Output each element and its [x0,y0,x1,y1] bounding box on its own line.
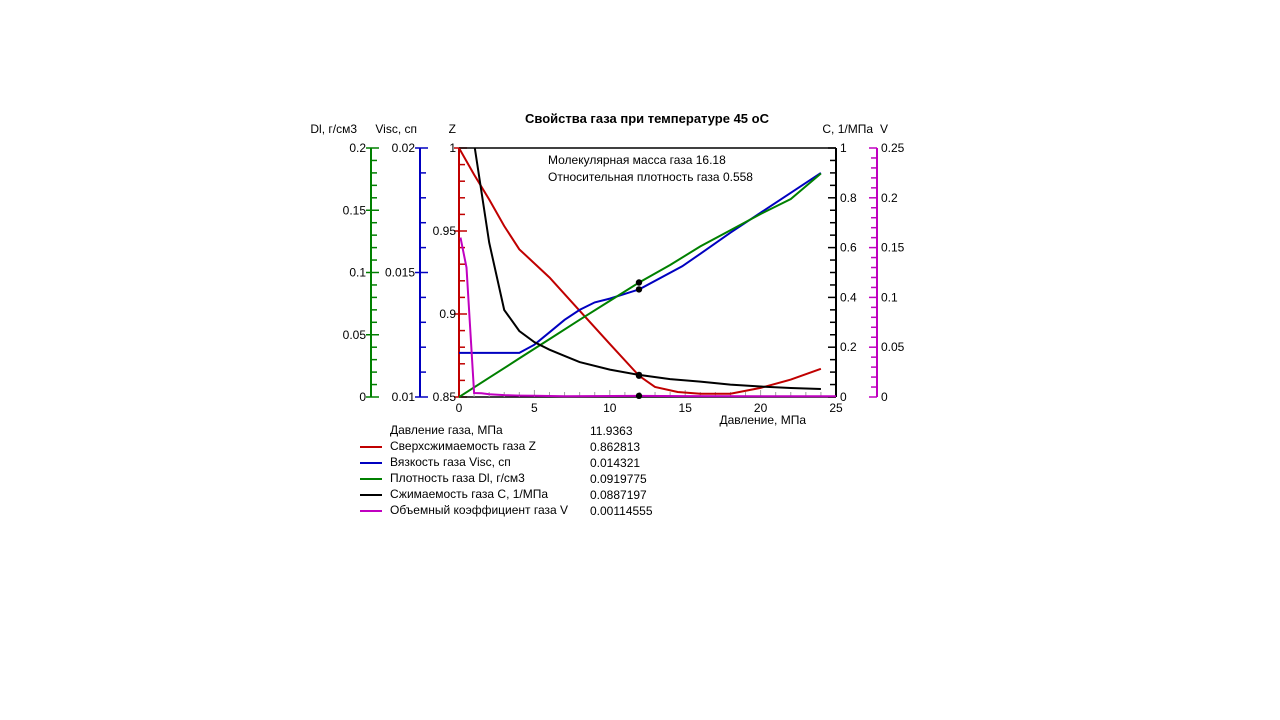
legend-swatch-dl [360,478,382,480]
cursor-layer [635,279,643,400]
y-tick-label-v: 0.1 [881,290,898,304]
cursor-marker-dl [635,279,643,286]
legend-pressure-label: Давление газа, МПа [390,423,503,437]
annotation-molar-mass: Молекулярная масса газа 16.18 [548,153,726,167]
y-tick-label-c: 1 [840,141,847,155]
cursor-marker-visc [635,286,643,293]
series-line-z [459,148,822,395]
series-line-c [473,148,821,390]
y-tick-label-visc: 0.01 [392,390,416,404]
y-tick-label-v: 0.25 [881,141,905,155]
cursor-marker-c [635,371,643,379]
legend-value-dl: 0.0919775 [590,472,647,486]
legend-value-c: 0.0887197 [590,488,647,502]
y-tick-label-c: 0.2 [840,340,857,354]
x-tick-label: 0 [456,401,463,415]
x-tick-label: 25 [829,401,843,415]
legend-swatch-c [360,494,382,496]
y-axis-label-dl: Dl, г/см3 [310,122,357,136]
x-tick-label: 5 [531,401,538,415]
legend-swatch-v [360,510,382,512]
y-tick-label-c: 0 [840,390,847,404]
cursor-marker-v [635,392,643,400]
x-tick-label: 15 [679,401,693,415]
y-tick-label-dl: 0.1 [349,266,366,280]
y-tick-label-visc: 0.02 [392,141,416,155]
y-axis-label-z: Z [449,122,456,136]
legend-label-v: Объемный коэффициент газа V [390,503,569,517]
y-tick-label-dl: 0 [359,390,366,404]
legend-label-dl: Плотность газа Dl, г/см3 [390,471,525,485]
y-tick-label-z: 0.95 [433,224,457,238]
y-tick-label-c: 0.6 [840,241,857,255]
plot-frame: 0 5 10 15 20 25 [456,147,843,415]
y-tick-label-visc: 0.015 [385,266,415,280]
axes-layer: 0 0.05 0.1 0.15 0.2 Dl, г/см3 0.01 0.015 0.02 Vis… [310,122,904,404]
series-line-v [459,237,836,398]
y-axis-label-v: V [880,122,888,136]
legend-pressure-value: 11.9363 [590,424,633,438]
legend-value-z: 0.862813 [590,440,641,454]
y-tick-label-c: 0.4 [840,290,857,304]
y-axis-label-c: С, 1/МПа [822,122,873,136]
y-tick-label-dl: 0.15 [343,203,367,217]
y-tick-label-c: 0.8 [840,191,857,205]
y-tick-label-v: 0.15 [881,241,905,255]
legend-value-visc: 0.014321 [590,456,641,470]
y-tick-label-v: 0.05 [881,340,905,354]
x-tick-label: 10 [603,401,617,415]
legend-label-z: Сверхсжимаемость газа Z [390,439,536,453]
chart-title: Свойства газа при температуре 45 оС [525,111,770,126]
y-tick-label-z: 0.9 [439,307,456,321]
y-axis-label-visc: Visc, сп [375,122,417,136]
y-tick-label-dl: 0.05 [343,328,367,342]
y-tick-label-v: 0 [881,390,888,404]
legend-swatch-visc [360,462,382,464]
y-tick-label-v: 0.2 [881,191,898,205]
x-axis-label: Давление, МПа [719,413,806,427]
y-tick-label-z: 0.85 [433,390,457,404]
y-tick-label-z: 1 [449,141,456,155]
legend-label-visc: Вязкость газа Visc, сп [390,455,511,469]
x-tick-label: 20 [754,401,768,415]
legend-value-v: 0.00114555 [590,504,653,518]
legend-swatch-z [360,446,382,448]
series-layer [459,148,836,398]
legend-label-c: Сжимаемость газа С, 1/МПа [390,487,549,501]
series-line-visc [459,172,822,354]
annotation-relative-density: Относительная плотность газа 0.558 [548,170,753,184]
y-tick-label-dl: 0.2 [349,141,366,155]
